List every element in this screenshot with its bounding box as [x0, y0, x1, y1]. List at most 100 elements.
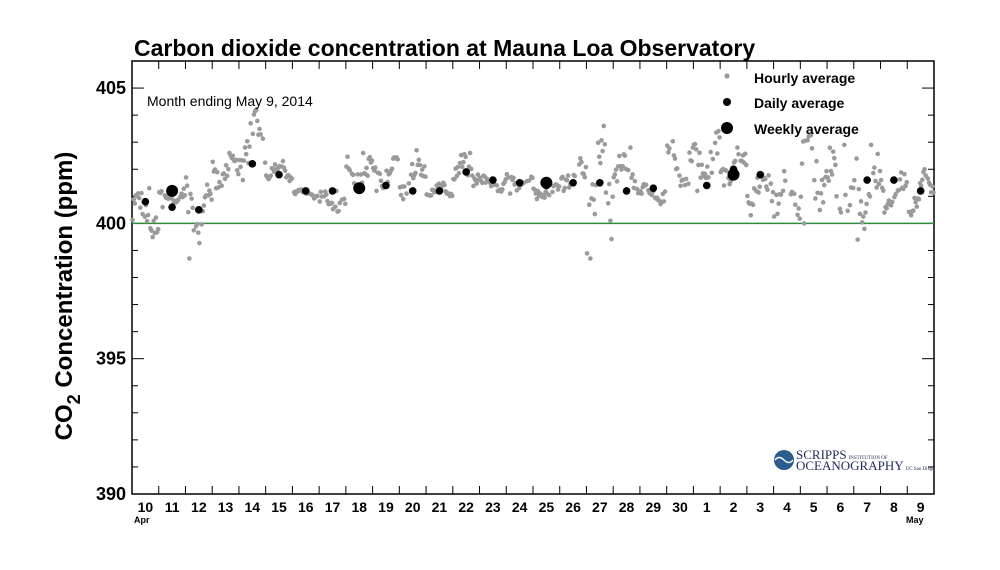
x-tick-label: 3	[756, 499, 764, 515]
legend-marker-hourly	[724, 73, 730, 79]
x-tick-label: 1	[703, 499, 711, 515]
hourly-point	[185, 209, 191, 215]
hourly-point	[634, 186, 640, 192]
hourly-point	[808, 132, 814, 138]
x-tick-label: 17	[325, 499, 341, 515]
hourly-point	[189, 196, 194, 201]
y-tick-labels: 390 395 400 405	[96, 78, 126, 504]
hourly-point	[930, 184, 935, 189]
hourly-point	[821, 182, 827, 188]
hourly-point	[160, 204, 165, 210]
y-axis-label-rest: Concentration (ppm)	[51, 152, 78, 395]
hourly-point	[190, 205, 196, 211]
hourly-point	[596, 154, 602, 160]
hourly-point	[169, 196, 174, 201]
hourly-point	[628, 145, 633, 150]
hourly-point	[709, 170, 715, 176]
daily-average-point	[756, 170, 765, 179]
hourly-point	[609, 236, 614, 242]
hourly-point	[757, 184, 762, 190]
x-tick-label: 23	[485, 499, 501, 515]
hourly-point	[768, 181, 774, 186]
hourly-point	[455, 164, 461, 170]
hourly-point	[922, 166, 927, 172]
hourly-point	[586, 202, 592, 208]
hourly-point	[870, 170, 876, 176]
hourly-point	[504, 171, 510, 177]
hourly-point	[829, 172, 835, 177]
hourly-point	[666, 150, 671, 155]
hourly-point	[632, 178, 638, 184]
hourly-point	[389, 166, 395, 172]
hourly-point	[744, 162, 749, 168]
hourly-point	[230, 153, 236, 159]
daily-average-point	[141, 197, 150, 206]
chart-annotation: Month ending May 9, 2014	[147, 93, 313, 109]
y-tick-label: 405	[96, 78, 126, 98]
hourly-point	[572, 173, 578, 179]
hourly-point	[219, 183, 224, 189]
hourly-point	[406, 181, 412, 186]
daily-average-point	[890, 176, 898, 184]
daily-average-point	[622, 187, 631, 195]
hourly-point	[530, 175, 535, 181]
hourly-point	[610, 194, 615, 200]
daily-average-point	[275, 170, 283, 179]
hourly-point	[413, 170, 418, 176]
daily-average-point	[195, 206, 203, 214]
hourly-point	[343, 201, 348, 207]
hourly-point	[253, 107, 259, 113]
hourly-point	[793, 202, 798, 208]
hourly-point	[409, 161, 415, 167]
x-tick-label: 9	[917, 499, 925, 515]
hourly-point	[689, 158, 695, 164]
hourly-point	[693, 147, 699, 152]
hourly-point	[845, 208, 850, 214]
hourly-point	[782, 178, 788, 184]
hourly-point	[745, 193, 750, 199]
hourly-point	[247, 144, 252, 149]
hourly-point	[696, 162, 701, 168]
hourly-point	[857, 211, 863, 217]
legend-label-hourly: Hourly average	[754, 70, 855, 86]
hourly-point	[365, 173, 370, 179]
hourly-point	[712, 140, 718, 146]
hourly-point	[742, 151, 748, 157]
hourly-point	[377, 171, 383, 177]
legend-marker-weekly	[721, 122, 733, 134]
hourly-point	[766, 173, 771, 178]
hourly-point	[150, 234, 155, 240]
hourly-point	[736, 151, 741, 157]
hourly-point	[224, 173, 230, 179]
hourly-point	[210, 159, 216, 165]
x-tick-label: 4	[783, 499, 791, 515]
hourly-point	[603, 190, 609, 195]
hourly-point	[902, 171, 907, 177]
hourly-point	[461, 159, 466, 165]
hourly-point	[355, 172, 360, 177]
hourly-point	[884, 205, 889, 211]
hourly-point	[463, 154, 468, 160]
hourly-point	[187, 256, 192, 261]
daily-average-point	[435, 187, 444, 195]
x-month-label-end: May	[906, 515, 924, 525]
hourly-point	[818, 191, 824, 196]
hourly-point	[599, 138, 604, 143]
hourly-point	[337, 200, 343, 206]
hourly-point	[850, 185, 856, 191]
hourly-point	[149, 228, 154, 233]
hourly-point	[708, 149, 713, 155]
weekly-average-point	[166, 184, 179, 197]
hourly-point	[598, 160, 603, 166]
hourly-point	[315, 193, 320, 199]
hourly-point	[139, 190, 144, 196]
hourly-point	[874, 185, 879, 190]
hourly-point	[341, 196, 347, 202]
x-tick-labels: 10 11 12 13 14 15 16 17 18 19 20 21 22 23 24 25 26 27 28 29…	[138, 499, 925, 515]
hourly-point	[258, 132, 263, 137]
hourly-point	[500, 187, 505, 192]
hourly-point	[155, 226, 161, 232]
hourly-point	[814, 158, 819, 164]
hourly-point	[474, 181, 480, 186]
